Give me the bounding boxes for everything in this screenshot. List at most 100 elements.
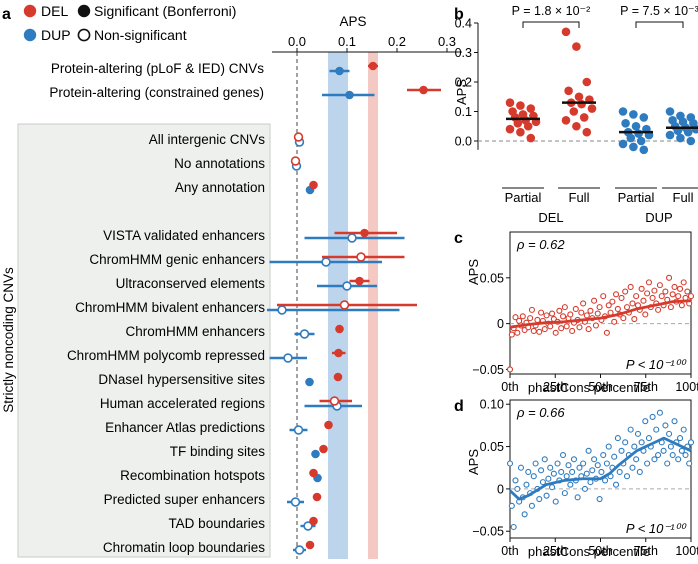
- panel-b-y-tick-label: 0.3: [455, 46, 472, 60]
- data-point: [534, 316, 541, 323]
- x-tick-label: 75th: [634, 544, 658, 558]
- del-estimate-significant: [305, 540, 315, 550]
- legend-nonsig-marker: [77, 28, 91, 42]
- panel-b-point: [579, 113, 589, 122]
- panel-a: a DEL Significant (Bonferroni) DUP Non-s…: [1, 3, 462, 559]
- data-point: [512, 314, 519, 321]
- data-point: [631, 443, 638, 450]
- data-point: [541, 326, 548, 333]
- y-tick-label: 0.05: [480, 271, 504, 285]
- data-point: [572, 305, 579, 313]
- row-label: Human accelerated regions: [100, 396, 265, 411]
- panel-b-point: [683, 127, 693, 137]
- data-point: [527, 315, 534, 322]
- panel-d-ylabel: APS: [466, 449, 481, 475]
- data-point: [574, 494, 581, 501]
- data-point: [671, 283, 678, 291]
- data-point: [594, 462, 601, 469]
- data-point: [631, 315, 638, 323]
- row-label: Recombination hotspots: [120, 468, 265, 483]
- data-point: [676, 435, 684, 442]
- data-point: [616, 468, 623, 476]
- data-point: [618, 447, 625, 454]
- panel-b-point: [621, 119, 630, 128]
- data-point: [629, 300, 636, 307]
- x-tick-label: 25th: [543, 380, 567, 394]
- data-point: [600, 293, 607, 300]
- panel-d-plot: 0.10 0.05 0 −0.05 0th 25th 50th 75th 100th ρ = 0.…: [472, 398, 698, 558]
- dup-estimate-nonsignificant: [303, 521, 313, 531]
- del-estimate-nonsignificant: [293, 132, 304, 142]
- panel-b-point: [618, 107, 628, 116]
- data-point: [622, 439, 629, 446]
- data-point: [578, 309, 585, 316]
- row-label: Protein-altering (pLoF & IED) CNVs: [51, 61, 264, 76]
- panel-b-plot: 0.0 0.1 0.2 0.3 0.4 Partial Full Partial Full DEL…: [455, 4, 698, 225]
- data-point: [532, 460, 539, 467]
- panel-b-point: [516, 101, 525, 110]
- data-point: [583, 312, 590, 319]
- data-point: [523, 481, 530, 488]
- data-point: [547, 323, 554, 330]
- data-point: [549, 310, 556, 317]
- data-point: [666, 430, 673, 437]
- panel-b-point: [582, 127, 592, 137]
- row-label: TF binding sites: [170, 444, 266, 459]
- data-point: [514, 485, 521, 492]
- data-point: [536, 496, 543, 503]
- row-label: Enhancer Atlas predictions: [105, 420, 265, 435]
- data-point: [561, 490, 568, 497]
- data-point: [687, 439, 695, 446]
- data-point: [675, 456, 682, 463]
- data-point: [669, 451, 676, 459]
- panel-b-point: [569, 107, 579, 116]
- del-estimate-significant: [335, 324, 344, 334]
- data-point: [629, 464, 636, 471]
- panel-b-y-tick-label: 0.4: [455, 17, 472, 31]
- y-tick-label: 0: [497, 317, 504, 331]
- panel-b-bracket: [635, 21, 684, 28]
- data-point: [614, 305, 621, 313]
- panel-b-group-dup: DUP: [645, 210, 672, 225]
- data-point: [600, 451, 607, 459]
- panel-b-point: [526, 104, 536, 113]
- panel-b-label: b: [454, 6, 464, 23]
- row-label: Any annotation: [175, 180, 265, 195]
- data-point: [612, 481, 620, 488]
- data-point: [636, 468, 643, 476]
- data-point: [559, 313, 567, 320]
- data-point: [592, 322, 599, 329]
- panel-b-point: [686, 136, 696, 146]
- trend-line: [509, 299, 692, 329]
- panel-b-y-tick-label: 0.1: [455, 105, 472, 119]
- data-point: [662, 288, 669, 295]
- panel-b-point: [513, 119, 523, 128]
- data-point: [580, 460, 587, 467]
- data-point: [614, 435, 621, 442]
- data-point: [552, 329, 559, 336]
- dup-estimate-significant: [345, 90, 354, 100]
- rho-annotation: ρ = 0.66: [516, 405, 565, 420]
- data-point: [678, 447, 685, 454]
- data-point: [602, 477, 609, 484]
- panel-b-point: [516, 127, 525, 137]
- panel-b-point: [665, 107, 675, 116]
- panel-b-point: [572, 121, 581, 131]
- data-point: [633, 456, 640, 463]
- data-point: [649, 413, 656, 420]
- row-label: VISTA validated enhancers: [103, 228, 265, 243]
- data-point: [651, 287, 658, 294]
- legend-sig-label: Significant (Bonferroni): [94, 3, 236, 19]
- panel-b-point: [523, 121, 533, 131]
- panel-b-category-label: Full: [569, 190, 590, 205]
- y-tick-label: −0.05: [472, 363, 504, 377]
- aps-axis-title: APS: [339, 14, 366, 29]
- data-point: [671, 418, 678, 425]
- data-point: [587, 479, 594, 486]
- panel-b-point: [577, 99, 586, 109]
- data-point: [675, 293, 682, 300]
- panel-b-point: [626, 133, 636, 143]
- data-point: [644, 290, 651, 297]
- panel-c-xlabel: phastCons percentile: [528, 380, 650, 395]
- y-tick-label: 0: [497, 482, 504, 496]
